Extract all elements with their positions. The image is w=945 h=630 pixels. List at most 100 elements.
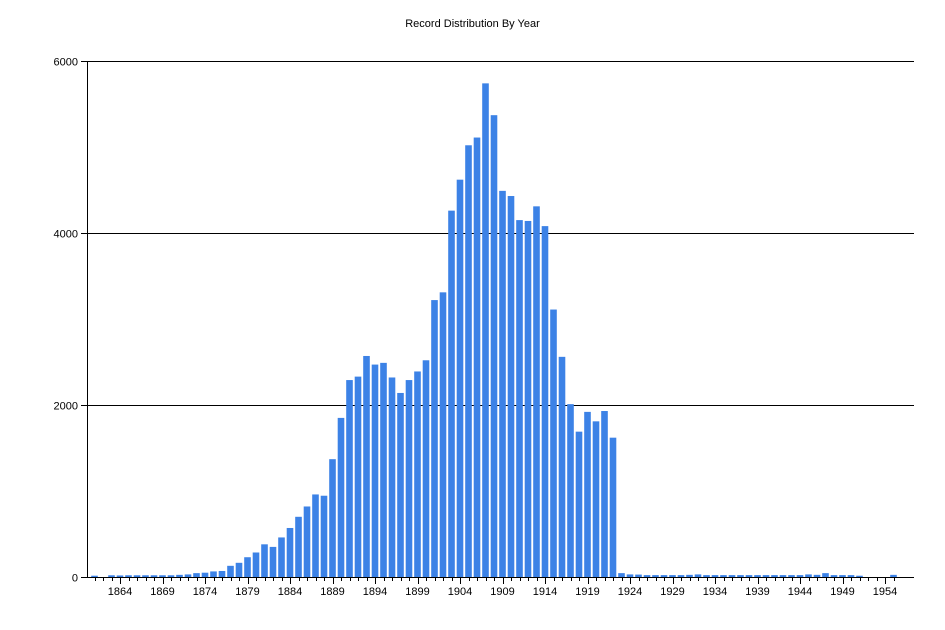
bar-1901 <box>431 300 438 577</box>
bar-1877 <box>227 565 234 577</box>
bar-1880 <box>252 552 260 577</box>
bar-1945 <box>805 574 812 577</box>
bar-1884 <box>286 527 294 577</box>
bar-1935 <box>720 575 727 577</box>
bar-1896 <box>388 377 396 577</box>
bar-1895 <box>380 362 387 577</box>
bar-1937 <box>737 575 744 577</box>
x-tick-label-1919: 1919 <box>575 586 599 598</box>
bar-1936 <box>728 575 736 577</box>
bar-1900 <box>422 360 430 577</box>
bar-1931 <box>686 574 693 577</box>
bar-1903 <box>448 210 455 577</box>
x-tick-labels: 1864 1869 1874 1879 1884 1889 1894 1899 1904 1909… <box>108 586 897 598</box>
bar-1948 <box>830 575 838 577</box>
x-tick-label-1954: 1954 <box>873 586 897 598</box>
bar-1909 <box>499 190 506 578</box>
x-tick-label-1929: 1929 <box>660 586 684 598</box>
bar-1904 <box>456 179 464 577</box>
bar-1894 <box>371 364 379 577</box>
bar-1888 <box>320 495 328 577</box>
bar-1949 <box>839 575 846 577</box>
x-tick-label-1874: 1874 <box>193 586 217 598</box>
bar-1919 <box>584 411 591 577</box>
bar-1921 <box>601 411 608 577</box>
bar-1906 <box>473 137 481 578</box>
bar-1942 <box>779 575 787 577</box>
bar-1923 <box>618 573 625 577</box>
bar-1879 <box>244 557 251 577</box>
bar-1881 <box>261 544 268 577</box>
bar-1873 <box>193 573 200 577</box>
bar-1930 <box>677 575 685 577</box>
y-tick-label-6000: 6000 <box>54 57 78 69</box>
bar-1916 <box>558 356 566 577</box>
x-tick-label-1894: 1894 <box>363 586 387 598</box>
y-tick-label-2000: 2000 <box>54 401 78 413</box>
bar-1925 <box>635 574 642 577</box>
x-tick-label-1939: 1939 <box>745 586 769 598</box>
bar-1927 <box>652 575 659 577</box>
bar-1950 <box>847 575 855 577</box>
bar-1905 <box>465 145 472 577</box>
bar-1913 <box>533 206 540 577</box>
bar-1908 <box>490 115 498 578</box>
x-tick-label-1924: 1924 <box>618 586 642 598</box>
bar-1878 <box>235 562 243 577</box>
bar-1863 <box>108 575 115 577</box>
bar-1864 <box>116 575 124 577</box>
x-tick-label-1864: 1864 <box>108 586 132 598</box>
bar-1897 <box>397 392 404 577</box>
x-tick-label-1914: 1914 <box>533 586 557 598</box>
bar-1889 <box>329 459 336 577</box>
x-tick-label-1884: 1884 <box>278 586 302 598</box>
bar-1911 <box>516 220 523 577</box>
bar-1912 <box>524 220 532 577</box>
bar-1899 <box>414 371 421 577</box>
bar-1932 <box>694 574 702 577</box>
bar-1891 <box>346 380 353 577</box>
bar-1910 <box>507 196 515 577</box>
bar-1920 <box>592 421 600 577</box>
bar-1869 <box>159 575 166 577</box>
bar-1870 <box>167 575 175 577</box>
x-tick-label-1869: 1869 <box>150 586 174 598</box>
bar-1907 <box>482 83 489 578</box>
x-tick-label-1944: 1944 <box>788 586 812 598</box>
bar-1902 <box>439 292 447 577</box>
x-tick-label-1899: 1899 <box>405 586 429 598</box>
x-tick-label-1949: 1949 <box>830 586 854 598</box>
y-tick-label-4000: 4000 <box>54 229 78 241</box>
bar-1898 <box>405 380 413 577</box>
bar-1951 <box>856 575 863 577</box>
bar-1883 <box>278 537 285 577</box>
bar-1922 <box>609 437 617 577</box>
x-tick-label-1879: 1879 <box>235 586 259 598</box>
chart-title: Record Distribution By Year <box>405 18 540 30</box>
bar-1890 <box>337 417 345 577</box>
x-tick-label-1934: 1934 <box>703 586 727 598</box>
bar-1886 <box>303 506 311 577</box>
bar-1946 <box>813 574 821 577</box>
bar-1918 <box>575 431 583 577</box>
bar-1941 <box>771 575 778 577</box>
bar-1861 <box>91 575 98 577</box>
bar-1892 <box>354 376 362 577</box>
bar-1926 <box>643 575 651 577</box>
bar-1865 <box>125 575 132 577</box>
bar-1947 <box>822 573 829 577</box>
x-tick-label-1904: 1904 <box>448 586 472 598</box>
bar-1940 <box>762 575 770 577</box>
x-tick-label-1909: 1909 <box>490 586 514 598</box>
bars <box>91 83 897 578</box>
bar-1928 <box>660 575 668 577</box>
bar-1876 <box>218 570 226 577</box>
bar-1874 <box>201 572 209 577</box>
bar-1871 <box>176 574 183 577</box>
bar-1934 <box>711 575 719 577</box>
bar-1893 <box>363 355 370 577</box>
bar-1939 <box>754 575 761 577</box>
bar-1872 <box>184 574 192 577</box>
bar-1882 <box>269 546 277 577</box>
